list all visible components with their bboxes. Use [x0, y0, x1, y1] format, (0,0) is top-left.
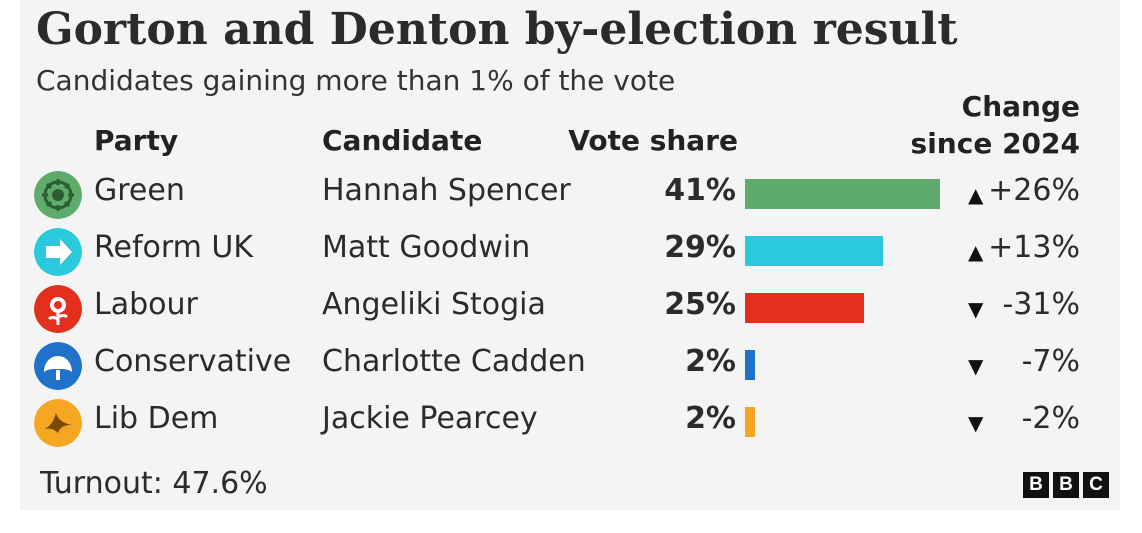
table-row: Reform UK Matt Goodwin 29% ▲ +13%	[0, 224, 1142, 281]
vote-share-label: 2%	[685, 401, 736, 436]
header-party: Party	[94, 124, 179, 157]
green-party-logo-icon	[34, 171, 82, 219]
table-row: Labour Angeliki Stogia 25% ▼ -31%	[0, 281, 1142, 338]
vote-share-bar	[745, 236, 883, 266]
table-row: Green Hannah Spencer 41% ▲ +26%	[0, 167, 1142, 224]
change-label: -7%	[1021, 344, 1080, 379]
change-label: -2%	[1021, 401, 1080, 436]
header-vote-share: Vote share	[568, 124, 738, 157]
candidate-name: Angeliki Stogia	[322, 287, 546, 322]
bbc-logo-letter: B	[1023, 472, 1049, 498]
vote-share-label: 41%	[664, 173, 736, 208]
party-name: Lib Dem	[94, 401, 219, 436]
vote-share-bar	[745, 293, 864, 323]
party-name: Green	[94, 173, 185, 208]
vote-share-label: 25%	[664, 287, 736, 322]
chart-card	[20, 0, 1120, 510]
up-triangle-icon: ▲	[968, 183, 984, 207]
vote-share-label: 29%	[664, 230, 736, 265]
candidate-name: Matt Goodwin	[322, 230, 531, 265]
up-triangle-icon: ▲	[968, 240, 984, 264]
change-label: -31%	[1002, 287, 1080, 322]
party-name: Reform UK	[94, 230, 254, 265]
header-change: Change since 2024	[911, 88, 1080, 162]
candidate-name: Jackie Pearcey	[322, 401, 538, 436]
vote-share-bar	[745, 407, 755, 437]
vote-share-label: 2%	[685, 344, 736, 379]
party-name: Conservative	[94, 344, 292, 379]
table-row: Conservative Charlotte Cadden 2% ▼ -7%	[0, 338, 1142, 395]
change-label: +13%	[988, 230, 1080, 265]
bbc-logo-letter: B	[1053, 472, 1079, 498]
reform-uk-logo-icon	[34, 228, 82, 276]
vote-share-bar	[745, 179, 940, 209]
header-candidate: Candidate	[322, 124, 483, 157]
candidate-name: Hannah Spencer	[322, 173, 571, 208]
header-change-line2: since 2024	[910, 127, 1080, 160]
conservative-tree-logo-icon	[34, 342, 82, 390]
bbc-logo-letter: C	[1083, 472, 1109, 498]
chart-title: Gorton and Denton by-election result	[36, 4, 958, 55]
labour-rose-logo-icon	[34, 285, 82, 333]
down-triangle-icon: ▼	[968, 297, 984, 321]
candidate-name: Charlotte Cadden	[322, 344, 586, 379]
chart-subtitle: Candidates gaining more than 1% of the v…	[36, 64, 676, 97]
down-triangle-icon: ▼	[968, 354, 984, 378]
table-row: Lib Dem Jackie Pearcey 2% ▼ -2%	[0, 395, 1142, 452]
header-change-line1: Change	[961, 90, 1080, 123]
lib-dem-bird-logo-icon	[34, 399, 82, 447]
turnout-label: Turnout: 47.6%	[40, 466, 268, 501]
vote-share-bar	[745, 350, 755, 380]
bbc-logo: B B C	[1023, 472, 1109, 498]
down-triangle-icon: ▼	[968, 411, 984, 435]
party-name: Labour	[94, 287, 198, 322]
change-label: +26%	[988, 173, 1080, 208]
